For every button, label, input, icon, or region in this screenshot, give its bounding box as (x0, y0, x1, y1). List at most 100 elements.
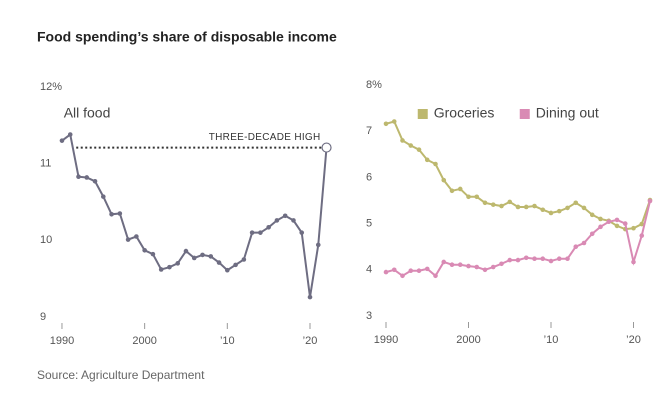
x-tick-label: ’20 (626, 334, 641, 346)
x-tick-label: ’10 (544, 334, 559, 346)
point (639, 221, 645, 227)
point (175, 261, 181, 266)
point (548, 210, 554, 216)
point (532, 256, 537, 262)
point (391, 267, 397, 273)
point (424, 157, 430, 163)
point (76, 174, 81, 179)
point (225, 267, 230, 273)
y-tick-label: 8% (366, 79, 382, 91)
point (408, 268, 414, 274)
y-tick-label: 11 (40, 158, 51, 170)
point (241, 257, 247, 262)
x-tick-label: 1990 (374, 334, 398, 346)
point (606, 219, 612, 225)
point (400, 273, 405, 279)
y-tick-label: 4 (366, 264, 372, 276)
point (523, 255, 529, 261)
point (622, 221, 628, 226)
point (158, 267, 164, 272)
point (565, 205, 570, 211)
point (216, 260, 222, 265)
point (631, 225, 636, 231)
point (598, 224, 603, 230)
point (383, 121, 389, 127)
point (233, 262, 238, 268)
legend-swatch (519, 109, 530, 119)
point (523, 204, 529, 210)
series-label: All food (64, 105, 111, 121)
point (408, 143, 414, 148)
point (183, 248, 189, 254)
point (499, 203, 504, 209)
point (515, 257, 521, 263)
point (540, 207, 546, 213)
point (315, 242, 321, 248)
point (482, 267, 488, 273)
series-line (385, 120, 651, 231)
point (449, 188, 455, 194)
point (490, 264, 496, 270)
point (540, 256, 546, 262)
point (125, 237, 131, 242)
point (647, 198, 653, 204)
point (482, 200, 488, 206)
point (249, 230, 255, 235)
y-tick-label: 7 (366, 125, 372, 137)
point (200, 252, 205, 258)
point (573, 244, 579, 249)
y-tick-label: 12% (40, 81, 62, 93)
point (150, 251, 156, 257)
point (507, 257, 513, 263)
point (515, 204, 521, 210)
point (416, 268, 422, 274)
point (589, 231, 595, 237)
y-tick-label: 9 (40, 311, 46, 323)
point (101, 194, 106, 199)
point (441, 259, 447, 265)
point (556, 256, 562, 262)
point (507, 199, 513, 205)
point (84, 175, 90, 180)
point (457, 262, 463, 268)
point (639, 233, 645, 238)
figure-title: Food spending’s share of disposable inco… (37, 29, 337, 45)
point (266, 225, 271, 230)
y-tick-label: 5 (366, 218, 372, 230)
y-tick-label: 10 (40, 234, 52, 246)
point (490, 202, 496, 207)
point (433, 273, 438, 279)
point (59, 138, 65, 143)
point (191, 255, 197, 261)
point (474, 194, 480, 200)
legend-swatch (417, 109, 428, 119)
point (457, 186, 463, 192)
point (433, 161, 438, 167)
point (548, 258, 554, 264)
point (424, 266, 430, 272)
source: Source: Agriculture Department (37, 368, 205, 382)
point (299, 230, 305, 235)
point (109, 211, 114, 217)
point (274, 218, 280, 223)
point (614, 217, 620, 223)
legend-label: Dining out (536, 105, 599, 121)
x-tick-label: ’20 (303, 335, 318, 347)
series-line (385, 200, 651, 278)
point (441, 177, 447, 183)
y-tick-label: 3 (366, 310, 372, 322)
point (631, 259, 636, 265)
point (400, 138, 405, 143)
point (466, 263, 471, 269)
point (282, 213, 288, 219)
point (466, 194, 471, 200)
point (416, 147, 422, 152)
point (565, 256, 570, 262)
point (383, 269, 389, 275)
point (117, 211, 123, 216)
point (614, 223, 620, 229)
point (581, 240, 587, 246)
point (258, 230, 263, 235)
highlight-point (321, 142, 332, 153)
